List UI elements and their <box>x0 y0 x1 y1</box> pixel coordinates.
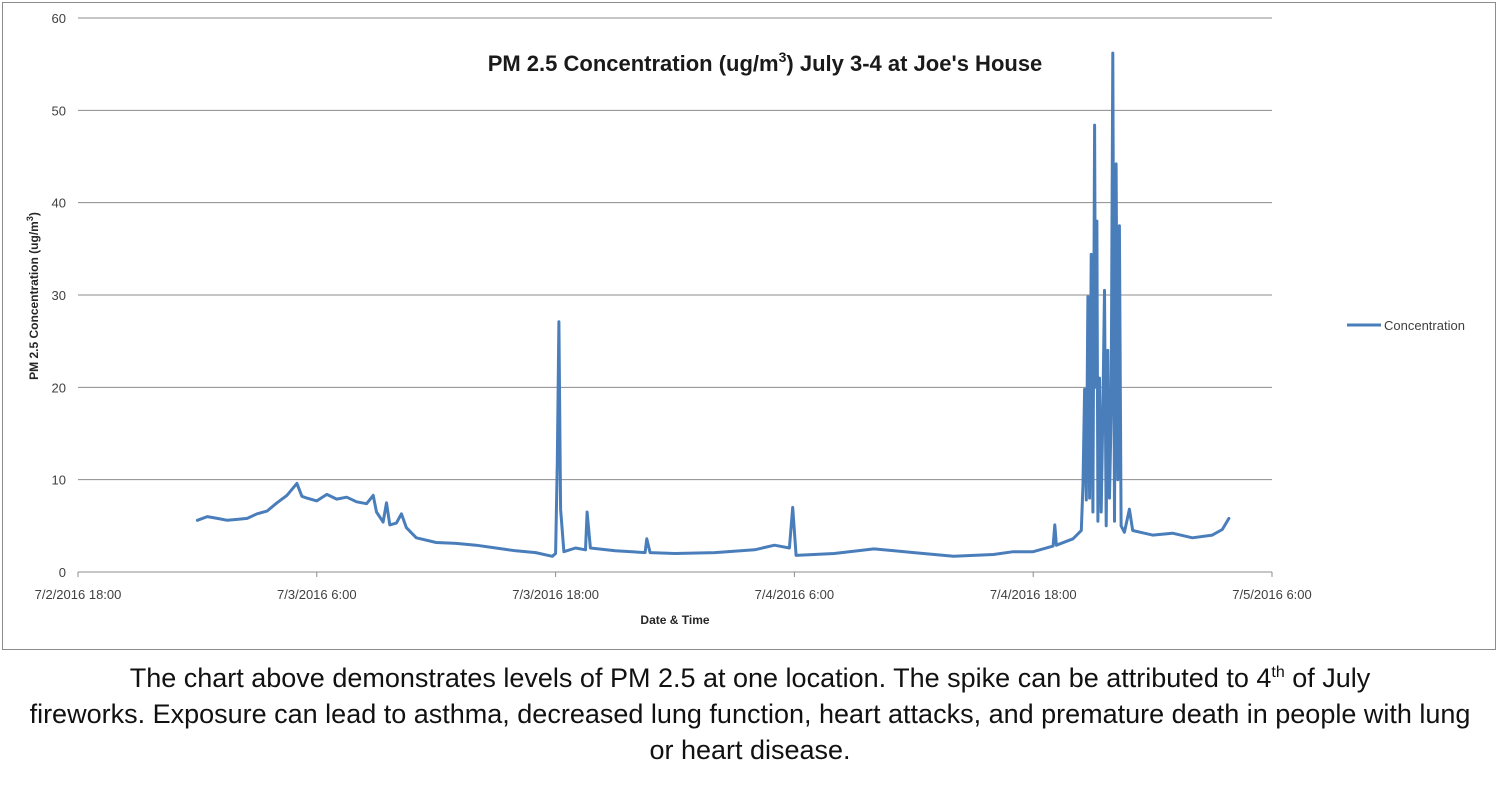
y-tick-label: 50 <box>52 103 66 118</box>
x-tick-label: 7/3/2016 6:00 <box>277 587 357 602</box>
y-tick-label: 0 <box>59 565 66 580</box>
chart-title: PM 2.5 Concentration (ug/m3) July 3-4 at… <box>488 49 1043 76</box>
chart-caption: The chart above demonstrates levels of P… <box>20 660 1480 768</box>
x-tick-label: 7/2/2016 18:00 <box>35 587 122 602</box>
x-tick-label: 7/4/2016 6:00 <box>755 587 835 602</box>
series-line-concentration <box>195 51 1231 558</box>
caption-text-rest: fireworks. Exposure can lead to asthma, … <box>29 699 1471 765</box>
x-tick-marks <box>77 572 1273 577</box>
y-tick-label: 40 <box>52 196 66 211</box>
caption-text-mid: of July <box>1284 663 1371 693</box>
y-tick-label: 60 <box>52 11 66 26</box>
y-tick-label: 30 <box>52 288 66 303</box>
pm25-line-chart: 0 10 20 30 40 50 60 7/2/2016 18:00 7/3/2016 6:0… <box>25 11 1465 627</box>
x-axis-title: Date & Time <box>640 613 709 627</box>
caption-text-start: The chart above demonstrates levels of P… <box>129 663 1272 693</box>
gridlines <box>78 17 1272 481</box>
y-tick-label: 10 <box>52 473 66 488</box>
caption-superscript: th <box>1271 664 1285 681</box>
y-tick-labels: 0 10 20 30 40 50 60 <box>52 11 66 580</box>
x-tick-label: 7/3/2016 18:00 <box>512 587 599 602</box>
y-tick-label: 20 <box>52 380 66 395</box>
chart-title-superscript: 3 <box>779 49 787 65</box>
legend-label-concentration: Concentration <box>1384 318 1465 333</box>
legend: Concentration <box>1347 318 1465 333</box>
x-tick-label: 7/5/2016 6:00 <box>1232 587 1312 602</box>
x-tick-labels: 7/2/2016 18:00 7/3/2016 6:00 7/3/2016 18:0… <box>35 587 1312 602</box>
y-axis-title: PM 2.5 Concentration (ug/m3) <box>25 212 41 380</box>
x-tick-label: 7/4/2016 18:00 <box>990 587 1077 602</box>
